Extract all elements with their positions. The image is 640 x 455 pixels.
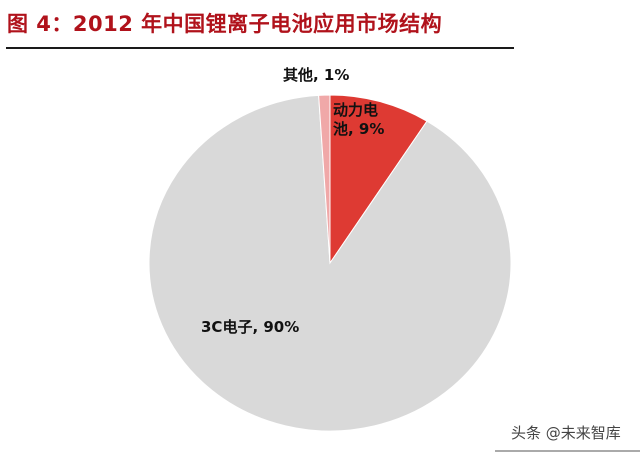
label-power-battery-line2: 池, 9% bbox=[333, 120, 385, 138]
watermark: 头条 @未来智库 bbox=[511, 424, 621, 442]
label-power-battery: 动力电 池, 9% bbox=[333, 101, 384, 139]
title-divider bbox=[6, 47, 514, 49]
label-3c-electronics: 3C电子, 90% bbox=[201, 318, 300, 336]
slice-power-battery bbox=[329, 94, 428, 265]
pie-slices bbox=[148, 94, 512, 432]
label-power-battery-line1: 动力电 bbox=[333, 101, 379, 119]
slice-other bbox=[318, 94, 331, 264]
bottom-divider bbox=[495, 450, 640, 452]
slice-3c-electronics bbox=[148, 94, 512, 432]
figure-title: 图 4：2012 年中国锂离子电池应用市场结构 bbox=[7, 12, 443, 36]
label-other: 其他, 1% bbox=[283, 66, 350, 84]
